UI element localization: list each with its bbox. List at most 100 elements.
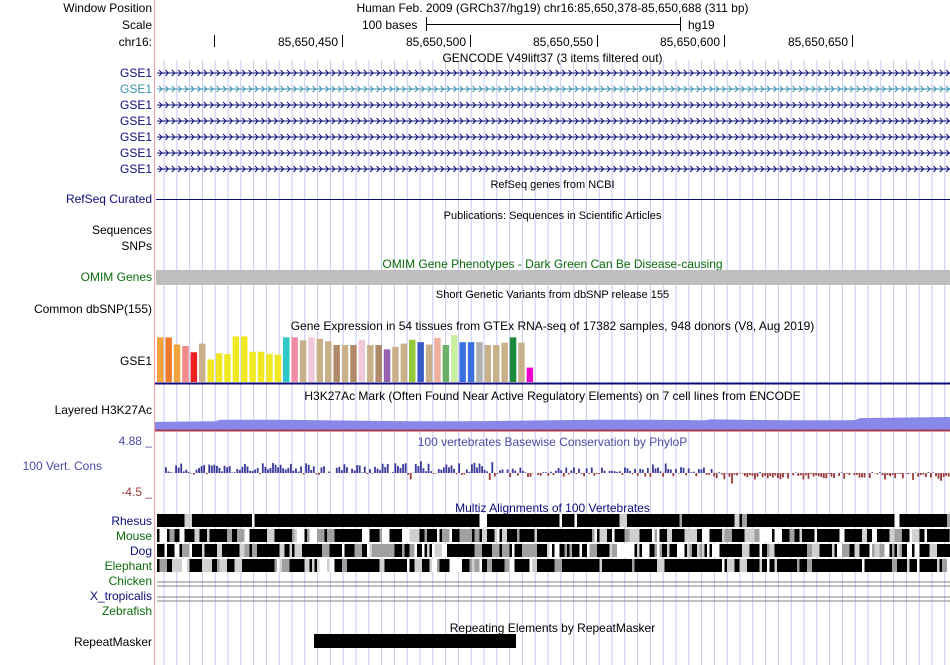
- phylop-bar-negative: [899, 473, 902, 475]
- multiz-species-label[interactable]: Zebrafish: [101, 604, 152, 618]
- phylop-bar-positive: [226, 467, 228, 473]
- repeatmasker-label[interactable]: RepeatMasker: [73, 635, 152, 649]
- alignment-gap: [342, 559, 347, 572]
- gencode-transcript-label[interactable]: GSE1: [119, 114, 152, 128]
- phylop-bar-negative: [907, 473, 909, 475]
- omim-label[interactable]: OMIM Genes: [80, 270, 152, 284]
- gencode-transcript-label[interactable]: GSE1: [119, 82, 152, 96]
- multiz-species-label[interactable]: Dog: [129, 544, 152, 558]
- repeat-element[interactable]: [314, 634, 516, 648]
- alignment-gap: [724, 529, 732, 542]
- gtex-gene-label[interactable]: GSE1: [119, 354, 152, 368]
- gtex-tissue-bar: [165, 337, 172, 382]
- phylop-bar-negative: [861, 473, 863, 478]
- alignment-gap: [449, 529, 452, 542]
- alignment-gap: [687, 544, 690, 557]
- phylop-bar-negative: [922, 473, 925, 475]
- phylop-bar-positive: [177, 467, 180, 473]
- phylop-bar-negative: [588, 473, 591, 474]
- alignment-gap: [362, 529, 365, 542]
- phylop-bar-negative: [432, 473, 435, 474]
- alignment-gap: [159, 529, 167, 542]
- phylop-bar-positive: [343, 464, 346, 473]
- phylop-bar-negative: [940, 473, 942, 481]
- phylop-bar-positive: [448, 467, 450, 473]
- phylop-bar-negative: [805, 473, 807, 476]
- phylop-label[interactable]: 100 Vert. Cons: [22, 459, 102, 473]
- multiz-species-label[interactable]: X_tropicalis: [89, 589, 152, 603]
- alignment-gap: [217, 544, 222, 557]
- h3k27ac-area: [155, 416, 950, 430]
- gencode-transcript-label[interactable]: GSE1: [119, 130, 152, 144]
- phylop-bar-positive: [675, 468, 677, 473]
- phylop-bar-positive: [300, 466, 302, 473]
- phylop-bar-positive: [442, 467, 445, 473]
- phylop-bar-positive: [284, 469, 287, 473]
- ruler-tick-label: 85,650,500: [405, 35, 466, 49]
- multiz-species-label[interactable]: Chicken: [108, 574, 152, 588]
- multiz-species-label[interactable]: Rhesus: [111, 514, 152, 528]
- gtex-tissue-bar: [199, 343, 206, 382]
- dbsnp-label[interactable]: Common dbSNP(155): [33, 302, 152, 316]
- alignment-gap: [667, 544, 670, 557]
- gtex-tissue-bar: [459, 342, 466, 382]
- alignment-gap: [402, 529, 410, 542]
- alignment-gap: [239, 544, 245, 557]
- alignment-gap: [522, 544, 530, 557]
- phylop-signal[interactable]: [155, 450, 950, 500]
- gtex-tissue-bar: [215, 353, 223, 382]
- phylop-title: 100 vertebrates Basewise Conservation by…: [417, 435, 688, 449]
- publications-label-snps[interactable]: SNPs: [121, 239, 152, 253]
- alignment-gap: [839, 529, 845, 542]
- phylop-bar-positive: [639, 468, 642, 473]
- alignment-gap: [789, 529, 795, 542]
- gencode-transcript-label[interactable]: GSE1: [119, 98, 152, 112]
- strand-arrows: [158, 133, 950, 141]
- gtex-tissue-bar: [392, 346, 399, 382]
- gencode-transcript-label[interactable]: GSE1: [119, 162, 152, 176]
- gtex-tissue-bar: [358, 339, 366, 382]
- scale-bar: [426, 24, 680, 25]
- alignment-gap: [297, 529, 305, 542]
- alignment-gap: [187, 559, 190, 572]
- alignment-gap: [767, 559, 770, 572]
- refseq-gene-line[interactable]: [156, 199, 950, 200]
- alignment-gap: [589, 544, 595, 557]
- phylop-bar-positive: [251, 470, 254, 473]
- multiz-species-label[interactable]: Elephant: [104, 559, 152, 573]
- phylop-bar-positive: [241, 466, 244, 473]
- alignment-gap: [667, 529, 672, 542]
- gtex-tissue-bar: [257, 351, 265, 382]
- gencode-transcripts[interactable]: [155, 64, 950, 176]
- phylop-bar-positive: [307, 464, 310, 473]
- alignment-gap: [179, 529, 185, 542]
- gtex-tissue-bar: [157, 337, 164, 382]
- omim-gene-bar[interactable]: [156, 270, 950, 285]
- h3k27ac-signal[interactable]: [155, 410, 950, 435]
- h3k27ac-label[interactable]: Layered H3K27Ac: [54, 403, 152, 417]
- phylop-bar-positive: [476, 467, 478, 473]
- alignment-gap: [449, 559, 455, 572]
- multiz-alignments[interactable]: [155, 513, 950, 623]
- publications-title: Publications: Sequences in Scientific Ar…: [443, 210, 662, 222]
- phylop-bar-positive: [550, 471, 552, 473]
- phylop-bar-negative: [259, 473, 262, 475]
- phylop-bar-positive: [501, 469, 504, 473]
- alignment-gap: [657, 559, 665, 572]
- ruler-tick-label: 85,650,450: [277, 35, 338, 49]
- gtex-barchart[interactable]: [155, 334, 950, 385]
- phylop-bar-positive: [654, 468, 657, 473]
- phylop-bar-positive: [394, 463, 397, 473]
- phylop-bar-negative: [799, 473, 802, 476]
- gencode-transcript-label[interactable]: GSE1: [119, 146, 152, 160]
- publications-label-sequences[interactable]: Sequences: [91, 223, 152, 237]
- multiz-species-label[interactable]: Mouse: [115, 529, 152, 543]
- gencode-transcript-label[interactable]: GSE1: [119, 66, 152, 80]
- alignment-gap: [322, 544, 330, 557]
- alignment-gap: [267, 529, 275, 542]
- alignment-gap: [712, 544, 720, 557]
- alignment-gap: [164, 559, 167, 572]
- refseq-label[interactable]: RefSeq Curated: [65, 192, 152, 206]
- phylop-bar-positive: [233, 472, 236, 473]
